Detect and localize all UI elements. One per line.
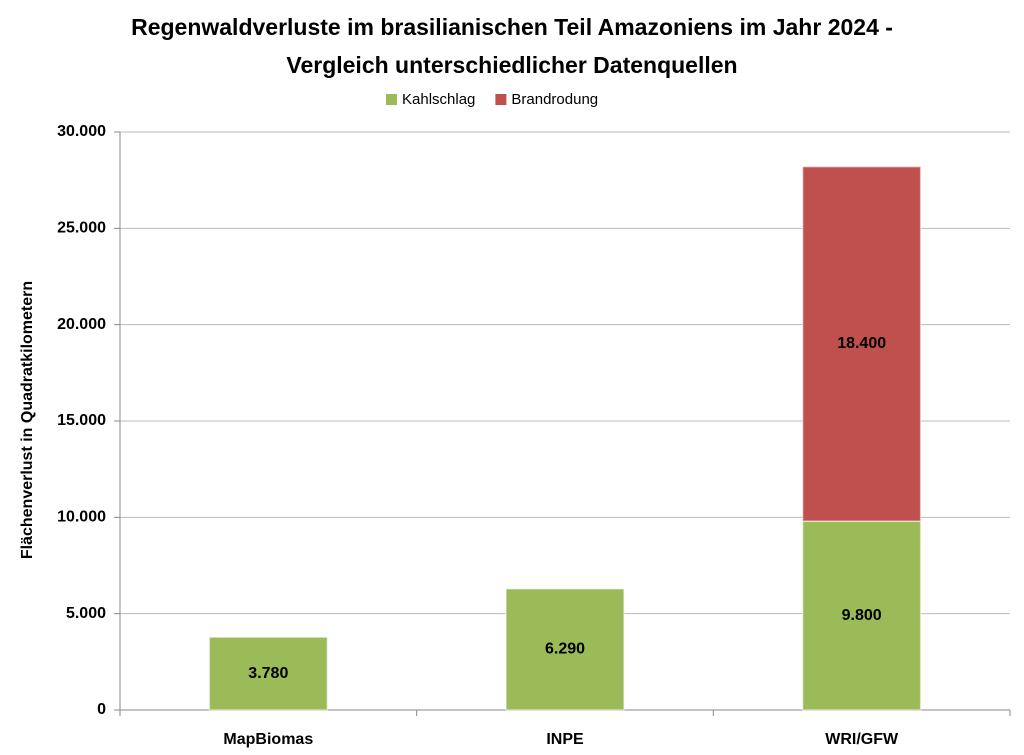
y-tick-label: 30.000	[57, 123, 106, 140]
x-tick-label: INPE	[546, 731, 584, 748]
data-label: 18.400	[837, 335, 886, 352]
bar-segment	[505, 588, 625, 711]
legend-label: Kahlschlag	[402, 91, 475, 108]
y-tick-label: 15.000	[57, 412, 106, 429]
x-tick-label: MapBiomas	[223, 731, 313, 748]
chart-title: Regenwaldverluste im brasilianischen Tei…	[131, 14, 893, 78]
y-tick-label: 10.000	[57, 509, 106, 526]
data-label: 3.780	[248, 665, 288, 682]
y-tick-label: 25.000	[57, 220, 106, 237]
y-tick-label: 20.000	[57, 316, 106, 333]
y-axis-label: Flächenverlust in Quadratkilometern	[19, 281, 36, 559]
legend-label: Brandrodung	[511, 91, 598, 108]
y-tick-label: 5.000	[66, 605, 106, 622]
legend-swatch	[386, 94, 397, 105]
x-tick-label: WRI/GFW	[825, 731, 899, 748]
bar-segment	[208, 636, 329, 711]
y-tick-label: 0	[97, 701, 106, 718]
bar-segment	[801, 165, 922, 522]
data-label: 9.800	[842, 607, 882, 624]
data-label: 6.290	[545, 641, 585, 658]
bar-segment	[801, 520, 922, 711]
legend-swatch	[495, 94, 507, 105]
